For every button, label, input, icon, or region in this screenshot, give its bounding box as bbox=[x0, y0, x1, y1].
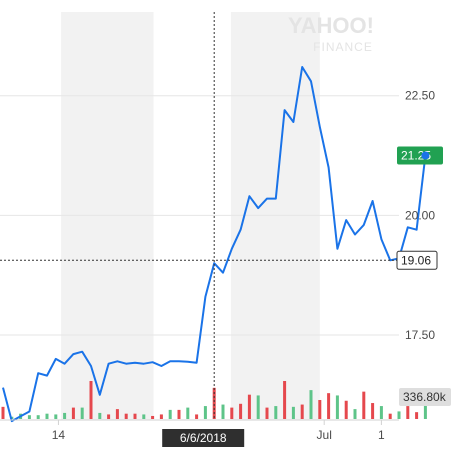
volume-bar bbox=[344, 400, 348, 419]
volume-bar bbox=[142, 414, 146, 419]
yahoo-finance-watermark: YAHOO! FINANCE bbox=[288, 13, 374, 54]
volume-bar bbox=[80, 407, 84, 419]
volume-bar bbox=[291, 406, 295, 419]
last-price-tag: 21.25 bbox=[397, 146, 443, 165]
volume-bar bbox=[63, 412, 67, 419]
x-axis-ticks: 14 Jul 1 bbox=[52, 420, 385, 442]
price-gridlines bbox=[0, 95, 399, 336]
volume-bar bbox=[388, 413, 392, 419]
volume-bar bbox=[379, 406, 383, 419]
volume-bar bbox=[27, 415, 31, 419]
volume-bar bbox=[71, 407, 75, 419]
volume-bar bbox=[327, 393, 331, 419]
volume-bar bbox=[221, 404, 225, 419]
price-line bbox=[2, 66, 427, 423]
volume-bar bbox=[318, 400, 322, 419]
volume-bar bbox=[353, 409, 357, 419]
volume-tag: 336.80k bbox=[399, 388, 451, 406]
volume-bar bbox=[89, 381, 93, 419]
crosshair-price-tag: 19.06 bbox=[396, 250, 438, 270]
volume-bar bbox=[54, 414, 58, 419]
volume-bar bbox=[124, 413, 128, 419]
volume-bar bbox=[133, 413, 137, 419]
volume-bar bbox=[362, 391, 366, 419]
crosshair-date-label: 6/6/2018 bbox=[180, 431, 227, 445]
volume-bar bbox=[335, 395, 339, 419]
volume-bar bbox=[371, 403, 375, 419]
crosshair-date-tag: 6/6/2018 bbox=[162, 429, 245, 447]
volume-bar bbox=[203, 406, 207, 419]
volume-bar bbox=[300, 404, 304, 419]
y-axis-ticks: 17.50 20.00 22.50 bbox=[405, 89, 435, 342]
volume-bar bbox=[186, 407, 190, 419]
svg-text:YAHOO!: YAHOO! bbox=[288, 13, 374, 38]
y-tick-label: 20.00 bbox=[405, 208, 435, 222]
volume-bar bbox=[406, 406, 410, 419]
volume-bar bbox=[115, 409, 119, 419]
volume-bar bbox=[265, 407, 269, 419]
volume-bar bbox=[1, 406, 5, 419]
volume-bar bbox=[98, 412, 102, 419]
volume-bar bbox=[239, 403, 243, 419]
volume-bar bbox=[212, 387, 216, 419]
volume-bar bbox=[274, 406, 278, 419]
volume-bar bbox=[415, 412, 419, 419]
session-shading bbox=[61, 12, 320, 420]
x-tick-label: 14 bbox=[52, 428, 66, 442]
volume-bar bbox=[309, 390, 313, 419]
volume-bar bbox=[168, 409, 172, 419]
volume-bar bbox=[256, 395, 260, 419]
volume-bar bbox=[397, 411, 401, 419]
x-tick-label: 1 bbox=[378, 428, 385, 442]
volume-label: 336.80k bbox=[403, 390, 447, 404]
y-tick-label: 17.50 bbox=[405, 328, 435, 342]
volume-bar bbox=[230, 407, 234, 419]
last-price-dot bbox=[421, 151, 430, 160]
volume-bar bbox=[159, 414, 163, 419]
volume-bar bbox=[177, 409, 181, 419]
session-shade bbox=[61, 12, 154, 420]
session-shade bbox=[230, 12, 320, 420]
volume-bar bbox=[247, 394, 251, 419]
volume-bar bbox=[283, 381, 287, 419]
svg-text:FINANCE: FINANCE bbox=[313, 40, 373, 54]
volume-bar bbox=[107, 414, 111, 419]
crosshair-price-label: 19.06 bbox=[401, 253, 431, 267]
crosshair bbox=[0, 12, 399, 420]
volume-bar bbox=[45, 413, 49, 419]
x-tick-label: Jul bbox=[317, 428, 332, 442]
volume-bar bbox=[151, 415, 155, 419]
price-line-group bbox=[2, 66, 427, 423]
volume-bar bbox=[423, 400, 427, 419]
y-tick-label: 22.50 bbox=[405, 89, 435, 103]
volume-bar bbox=[36, 415, 40, 419]
volume-bar bbox=[195, 414, 199, 419]
